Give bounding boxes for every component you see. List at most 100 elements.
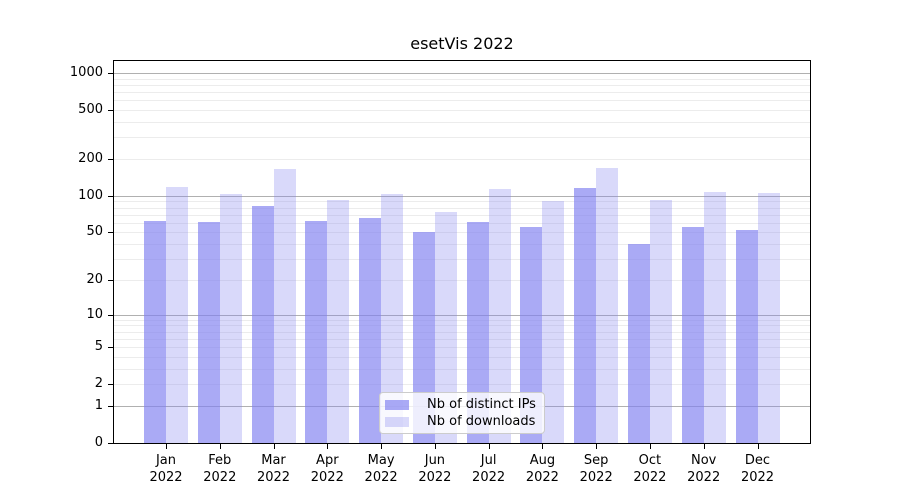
- y-axis-tickmark: [108, 279, 114, 281]
- bar-distinct-ips-dec: [735, 230, 758, 443]
- legend: Nb of distinct IPs Nb of downloads: [379, 392, 545, 434]
- gridline-minor: [114, 100, 810, 102]
- x-tick-year: 2022: [364, 470, 398, 485]
- x-tick-year: 2022: [310, 470, 344, 485]
- y-axis-tickmark: [108, 384, 114, 386]
- x-axis-tick-label-jan: Jan 2022: [136, 452, 196, 486]
- x-tick-month: May: [367, 453, 395, 468]
- x-tick-month: Jun: [424, 453, 446, 468]
- y-axis-tickmark: [108, 443, 114, 444]
- gridline-minor: [114, 331, 810, 333]
- x-tick-year: 2022: [203, 470, 237, 485]
- y-axis-tick-label: 2: [94, 376, 103, 392]
- gridline-minor: [114, 84, 810, 86]
- x-tick-year: 2022: [740, 470, 775, 485]
- gridline-major: [114, 195, 810, 197]
- x-tick-year: 2022: [633, 470, 667, 485]
- y-axis-tick-label: 20: [86, 271, 103, 287]
- gridline-minor: [114, 92, 810, 94]
- bar-downloads-feb: [219, 193, 242, 443]
- bar-distinct-ips-mar: [251, 206, 274, 443]
- chart-title: esetVis 2022: [410, 34, 514, 53]
- bar-distinct-ips-jan: [144, 221, 166, 443]
- x-tick-month: Feb: [208, 453, 232, 468]
- gridline-minor: [114, 368, 810, 370]
- x-tick-month: Aug: [529, 453, 556, 468]
- y-axis-tick-label: 1000: [69, 65, 103, 80]
- gridline-minor: [114, 279, 810, 281]
- x-tick-month: Jan: [155, 453, 177, 468]
- y-axis-tick-label: 50: [86, 224, 103, 240]
- x-axis-tickmark: [542, 444, 544, 449]
- gridline-minor: [114, 319, 810, 321]
- legend-entry-distinct-ips: Nb of distinct IPs: [385, 397, 538, 413]
- x-tick-year: 2022: [687, 470, 721, 485]
- x-tick-month: Apr: [316, 453, 339, 468]
- y-axis-tickmark: [108, 347, 114, 348]
- x-axis-tickmark: [596, 444, 598, 449]
- bar-distinct-ips-nov: [681, 227, 704, 443]
- y-axis-tickmark: [108, 110, 114, 112]
- x-tick-month: Jul: [480, 453, 497, 468]
- bar-downloads-may: [381, 194, 404, 443]
- x-tick-month: Nov: [691, 453, 717, 468]
- gridline-minor: [114, 347, 810, 348]
- bar-downloads-jul: [488, 188, 511, 443]
- x-axis-tick-label-mar: Mar 2022: [244, 452, 304, 486]
- x-axis-tick-label-jul: Jul 2022: [459, 452, 519, 486]
- bar-downloads-sep: [596, 167, 619, 443]
- bar-downloads-jan: [166, 187, 188, 443]
- legend-entry-downloads: Nb of downloads: [385, 414, 538, 430]
- y-axis-tick-label: 10: [86, 306, 103, 322]
- x-tick-year: 2022: [525, 470, 559, 485]
- x-axis-tickmark: [488, 444, 490, 449]
- gridline-minor: [114, 201, 810, 203]
- y-axis-tickmark: [108, 195, 114, 197]
- y-axis-tickmark: [108, 73, 114, 74]
- legend-swatch-distinct-ips: [385, 399, 409, 410]
- gridline-minor: [114, 222, 810, 224]
- y-axis-tick-label: 500: [78, 102, 103, 118]
- x-tick-year: 2022: [256, 470, 291, 485]
- gridline-major: [114, 73, 810, 74]
- y-axis-tickmark: [108, 405, 114, 407]
- legend-swatch-downloads: [385, 416, 409, 427]
- gridline-minor: [114, 244, 810, 246]
- bar-distinct-ips-oct: [627, 244, 650, 443]
- x-axis-tick-label-sep: Sep 2022: [566, 452, 626, 486]
- bar-downloads-apr: [327, 199, 350, 443]
- gridline-minor: [114, 122, 810, 123]
- y-axis-tick-label: 0: [94, 435, 103, 450]
- x-tick-month: Mar: [261, 453, 286, 468]
- x-axis-tickmark: [166, 444, 167, 449]
- x-axis-tickmark: [757, 444, 759, 449]
- bar-distinct-ips-aug: [520, 226, 543, 443]
- gridline-minor: [114, 78, 810, 80]
- y-axis-tick-label: 1: [94, 397, 103, 413]
- x-axis-tickmark: [649, 444, 651, 449]
- x-tick-year: 2022: [149, 470, 183, 485]
- x-tick-month: Sep: [583, 453, 609, 468]
- x-axis-tick-label-nov: Nov 2022: [674, 452, 734, 486]
- y-axis-tick-label: 5: [94, 339, 103, 354]
- bar-downloads-oct: [649, 199, 672, 443]
- legend-label-downloads: Nb of downloads: [427, 414, 536, 429]
- x-axis-tickmark: [381, 444, 383, 449]
- x-tick-year: 2022: [472, 470, 506, 485]
- gridline-minor: [114, 214, 810, 216]
- gridline-minor: [114, 325, 810, 327]
- bar-distinct-ips-sep: [574, 188, 597, 443]
- legend-label-distinct-ips: Nb of distinct IPs: [427, 397, 536, 412]
- x-axis-tick-label-oct: Oct 2022: [620, 452, 680, 486]
- gridline-minor: [114, 232, 810, 234]
- gridline-minor: [114, 356, 810, 358]
- bar-distinct-ips-apr: [305, 221, 328, 443]
- x-axis-tick-label-aug: Aug 2022: [512, 452, 572, 486]
- x-tick-year: 2022: [579, 470, 613, 485]
- x-axis-tick-label-may: May 2022: [351, 452, 411, 486]
- x-axis-tick-label-jun: Jun 2022: [405, 452, 465, 486]
- gridline-minor: [114, 159, 810, 160]
- gridline-minor: [114, 137, 810, 139]
- bar-distinct-ips-may: [359, 217, 382, 443]
